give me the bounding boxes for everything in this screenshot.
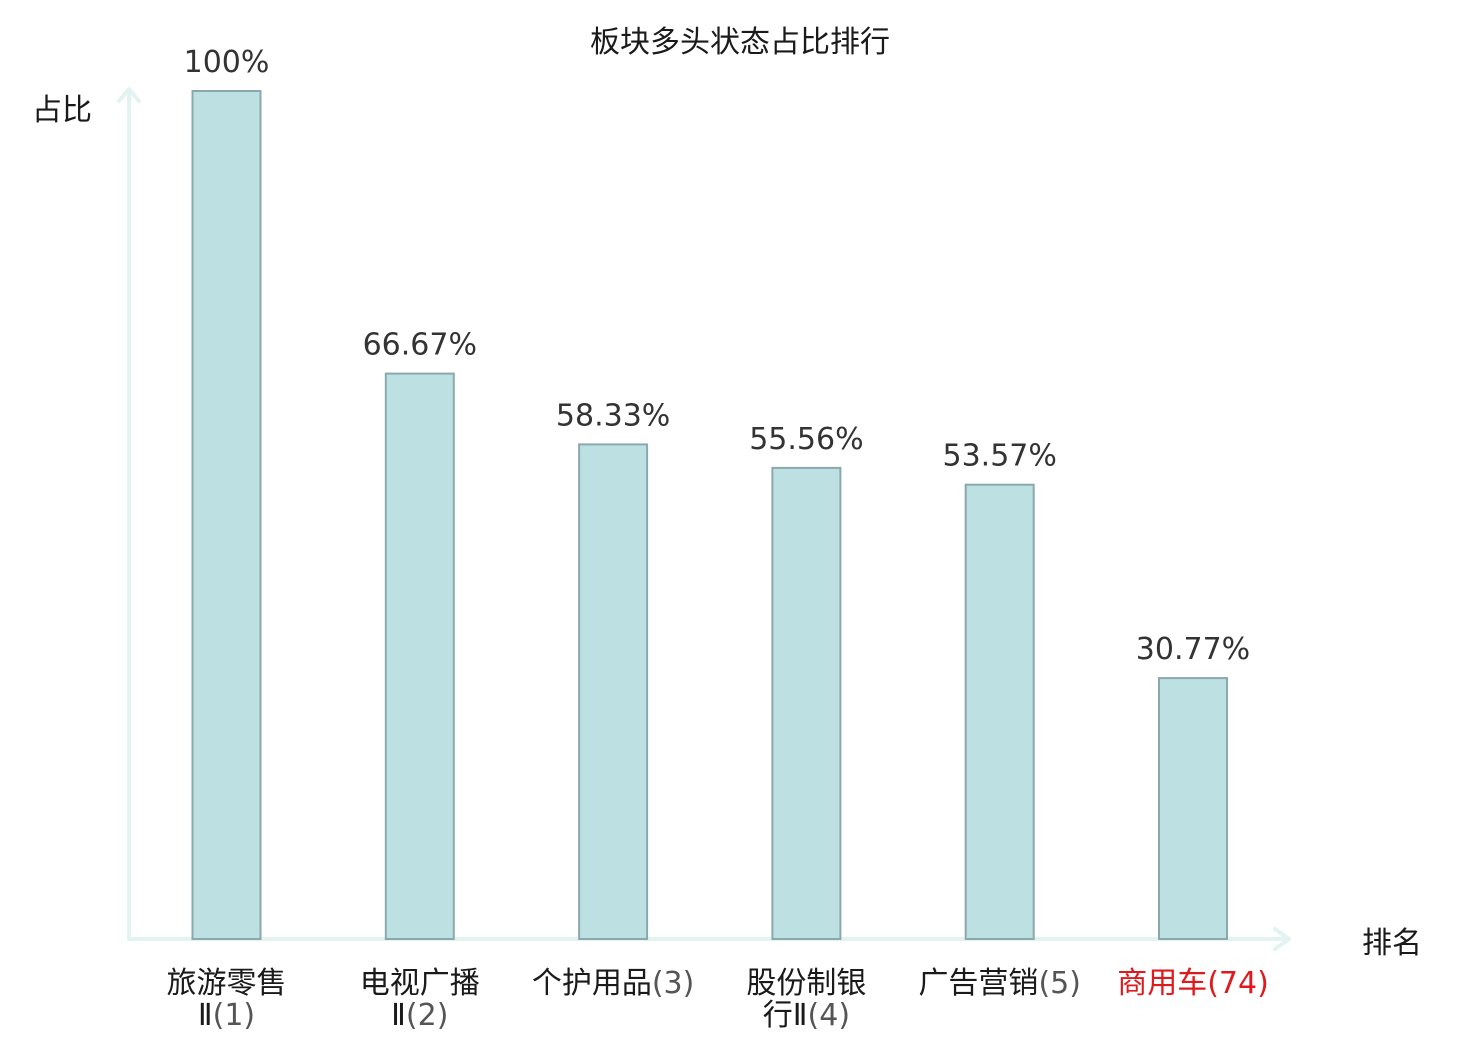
value-label-1: 100% — [184, 45, 270, 80]
value-label-3: 58.33% — [556, 398, 670, 433]
y-axis-label: 占比 — [32, 93, 92, 128]
bar-6[interactable] — [1158, 677, 1228, 940]
chart-title: 板块多头状态占比排行 — [590, 25, 890, 60]
category-label-1: 旅游零售 Ⅱ(1) — [167, 966, 287, 1033]
category-label-2: 电视广播 Ⅱ(2) — [360, 966, 480, 1033]
category-labels: 旅游零售 Ⅱ(1) 电视广播 Ⅱ(2) 个护用品(3) 股份制银行Ⅱ(4) 广告营销(5) 商… — [167, 966, 1269, 1033]
bar-5[interactable] — [964, 483, 1035, 940]
x-axis-label: 排名 — [1362, 926, 1422, 961]
value-labels: 100% 66.67% 58.33% 55.56% 53.57% 30.77% — [184, 45, 1251, 667]
category-label-4: 股份制银行Ⅱ(4) — [746, 966, 866, 1033]
value-label-5: 53.57% — [943, 439, 1057, 474]
value-label-4: 55.56% — [749, 422, 863, 457]
category-label-5: 广告营销(5) — [918, 966, 1080, 1001]
bar-1[interactable] — [191, 90, 262, 940]
value-label-6: 30.77% — [1136, 632, 1250, 667]
value-label-2: 66.67% — [363, 328, 477, 363]
bar-series — [191, 90, 1228, 941]
x-axis-arrow — [1273, 927, 1291, 951]
bar-3[interactable] — [578, 443, 649, 940]
bar-4[interactable] — [771, 466, 842, 940]
category-label-3: 个护用品(3) — [532, 966, 695, 1001]
category-label-6: 商用车(74) — [1117, 966, 1269, 1001]
bar-2[interactable] — [384, 372, 455, 941]
